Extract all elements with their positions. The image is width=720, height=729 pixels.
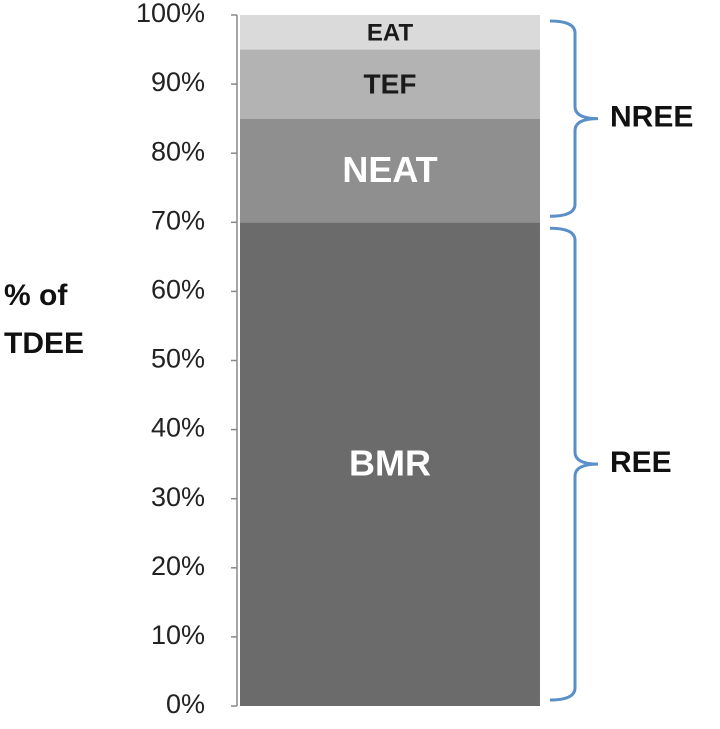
y-tick-label: 50% [151,344,205,374]
bar-segment [240,118,540,223]
y-tick-label: 70% [151,205,205,235]
y-tick-label: 40% [151,413,205,443]
bracket [549,19,599,218]
bar-segment [240,49,540,119]
bar-segment [240,15,540,50]
segment-label: BMR [349,443,431,484]
y-axis-label: % of TDEE [4,279,85,360]
y-tick-label: 10% [151,620,205,650]
y-tick-label: 80% [151,136,205,166]
y-tick-label: 0% [166,689,205,719]
segment-label: TEF [364,68,417,99]
bracket-label: REE [610,446,672,479]
segment-label: EAT [367,20,414,47]
y-tick-label: 30% [151,482,205,512]
y-tick-label: 60% [151,275,205,305]
bar-segment [240,222,540,707]
y-tick-label: 20% [151,551,205,581]
bracket [549,226,599,702]
segment-label: NEAT [342,149,437,190]
bracket-label: NREE [610,101,693,134]
y-tick-label: 90% [151,67,205,97]
y-tick-label: 100% [136,0,205,28]
